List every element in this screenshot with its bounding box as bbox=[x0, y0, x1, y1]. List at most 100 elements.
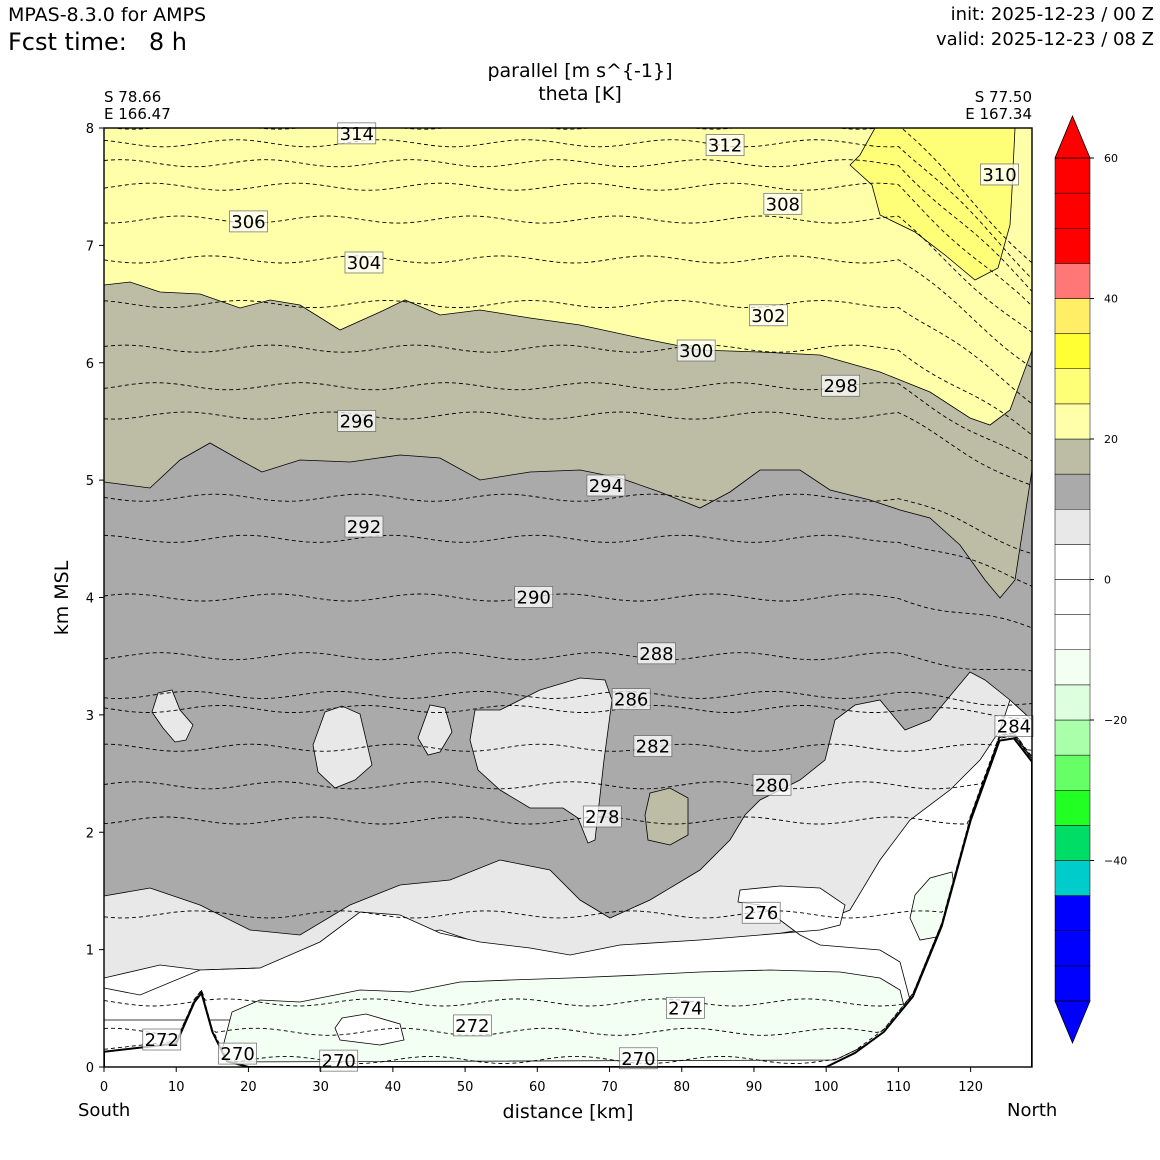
theta-line bbox=[104, 593, 1032, 629]
x-axis: 0 10 20 30 40 50 60 70 80 90 100 110 120 bbox=[100, 1067, 983, 1095]
forecast-time: Fcst time: 8 h bbox=[8, 28, 187, 56]
colorbar-segment bbox=[1054, 368, 1091, 405]
y-tick-label: 0 bbox=[86, 1061, 94, 1076]
colorbar-segment bbox=[1054, 192, 1091, 229]
theta-label-text: 302 bbox=[751, 306, 785, 327]
blob-light-1 bbox=[151, 689, 194, 743]
colorbar-segment bbox=[1054, 930, 1091, 967]
colorbar-segment bbox=[1054, 228, 1091, 264]
valid-time: valid: 2025-12-23 / 08 Z bbox=[936, 29, 1154, 50]
theta-label: 314 bbox=[337, 122, 377, 145]
x-tick-label: 50 bbox=[457, 1080, 474, 1095]
blob-light-3 bbox=[417, 704, 453, 756]
theta-line bbox=[104, 159, 1032, 292]
theta-line bbox=[104, 735, 1032, 1036]
colorbar-segment bbox=[1054, 438, 1091, 475]
theta-label-text: 282 bbox=[636, 737, 670, 758]
theta-label-text: 312 bbox=[708, 136, 742, 157]
theta-line bbox=[104, 735, 1032, 1064]
x-tick-label: 70 bbox=[601, 1080, 618, 1095]
y-tick-label: 8 bbox=[86, 122, 94, 137]
x-tick-label: 40 bbox=[385, 1080, 402, 1095]
colorbar-segment bbox=[1054, 614, 1091, 650]
theta-line bbox=[104, 690, 1032, 706]
y-tick-label: 7 bbox=[86, 239, 94, 254]
theta-line bbox=[104, 652, 1032, 672]
x-tick-label: 120 bbox=[958, 1080, 983, 1095]
forecast-time-label: Fcst time: bbox=[8, 28, 127, 56]
forecast-time-value: 8 h bbox=[148, 28, 187, 56]
colorbar-segment bbox=[1054, 790, 1091, 826]
colorbar-segment bbox=[1054, 403, 1091, 440]
theta-label-text: 284 bbox=[997, 717, 1031, 738]
theta-label-text: 314 bbox=[340, 124, 374, 145]
colorbar: 60 40 20 0 −20 −40 bbox=[1054, 114, 1127, 1045]
y-axis-label: km MSL bbox=[51, 560, 73, 635]
theta-label: 310 bbox=[980, 163, 1019, 186]
theta-label: 298 bbox=[821, 374, 860, 397]
colorbar-tick-label: −40 bbox=[1104, 855, 1127, 868]
theta-line bbox=[104, 382, 1032, 462]
colorbar-segment bbox=[1054, 579, 1091, 615]
theta-line bbox=[104, 534, 1032, 587]
x-tick-label: 0 bbox=[100, 1080, 108, 1095]
theta-label: 278 bbox=[582, 805, 622, 828]
theta-label: 296 bbox=[337, 410, 377, 432]
theta-label-text: 272 bbox=[145, 1030, 179, 1051]
fill-30-35 bbox=[849, 128, 1016, 281]
theta-label: 308 bbox=[763, 192, 803, 215]
theta-label-text: 286 bbox=[614, 690, 648, 711]
x-tick-label: 110 bbox=[886, 1080, 911, 1095]
theta-label: 294 bbox=[586, 474, 626, 497]
colorbar-extend-max bbox=[1054, 114, 1091, 159]
terrain bbox=[104, 737, 1032, 1067]
colorbar-tick-label: 20 bbox=[1104, 433, 1118, 446]
theta-line bbox=[104, 344, 1032, 436]
start-point: S 78.66 E 166.47 bbox=[104, 89, 171, 123]
colorbar-segment bbox=[1054, 649, 1091, 686]
fill-minus10-c bbox=[334, 1013, 405, 1046]
theta-label-text: 278 bbox=[585, 807, 619, 828]
theta-label: 270 bbox=[319, 1049, 359, 1072]
theta-label: 270 bbox=[619, 1047, 658, 1070]
theta-label: 306 bbox=[229, 210, 268, 233]
x-tick-label: 10 bbox=[168, 1080, 185, 1095]
theta-label: 312 bbox=[705, 134, 745, 157]
x-axis-label: distance [km] bbox=[503, 1101, 634, 1123]
colorbar-segment bbox=[1054, 860, 1091, 896]
theta-label: 286 bbox=[611, 688, 651, 711]
theta-label-text: 304 bbox=[347, 253, 381, 274]
theta-label-text: 300 bbox=[679, 341, 713, 362]
colorbar-segment bbox=[1054, 684, 1091, 721]
theta-label: 282 bbox=[633, 735, 673, 758]
x-tick-label: 30 bbox=[312, 1080, 329, 1095]
start-lon: E 166.47 bbox=[104, 105, 171, 123]
theta-label: 290 bbox=[514, 586, 554, 609]
x-tick-label: 100 bbox=[814, 1080, 839, 1095]
theta-line bbox=[104, 493, 1032, 555]
theta-line bbox=[104, 732, 1032, 752]
colorbar-segment bbox=[1054, 895, 1091, 931]
chart-title: parallel [m s^{-1}] bbox=[487, 60, 673, 82]
theta-contours bbox=[104, 128, 1032, 1064]
x-tick-label: 90 bbox=[746, 1080, 763, 1095]
blob-light-4 bbox=[469, 677, 613, 844]
theta-label-text: 308 bbox=[766, 194, 800, 215]
model-title: MPAS-8.3.0 for AMPS bbox=[8, 4, 207, 26]
blob-light-2 bbox=[312, 705, 373, 789]
colorbar-tick-label: 0 bbox=[1104, 574, 1111, 587]
theta-line bbox=[104, 732, 1032, 790]
theta-label: 274 bbox=[666, 996, 705, 1019]
theta-line bbox=[104, 734, 1032, 919]
colorbar-segment bbox=[1054, 509, 1091, 545]
theta-line bbox=[104, 705, 1032, 720]
theta-label: 292 bbox=[344, 515, 384, 538]
theta-line bbox=[104, 733, 1032, 825]
north-label: North bbox=[1007, 1100, 1058, 1121]
theta-label-text: 270 bbox=[621, 1049, 655, 1070]
theta-line bbox=[104, 411, 1032, 486]
theta-label-text: 276 bbox=[744, 903, 778, 924]
theta-label: 272 bbox=[142, 1028, 182, 1051]
end-lat: S 77.50 bbox=[974, 88, 1032, 106]
y-axis: 0 1 2 3 4 5 6 7 8 bbox=[86, 122, 104, 1076]
